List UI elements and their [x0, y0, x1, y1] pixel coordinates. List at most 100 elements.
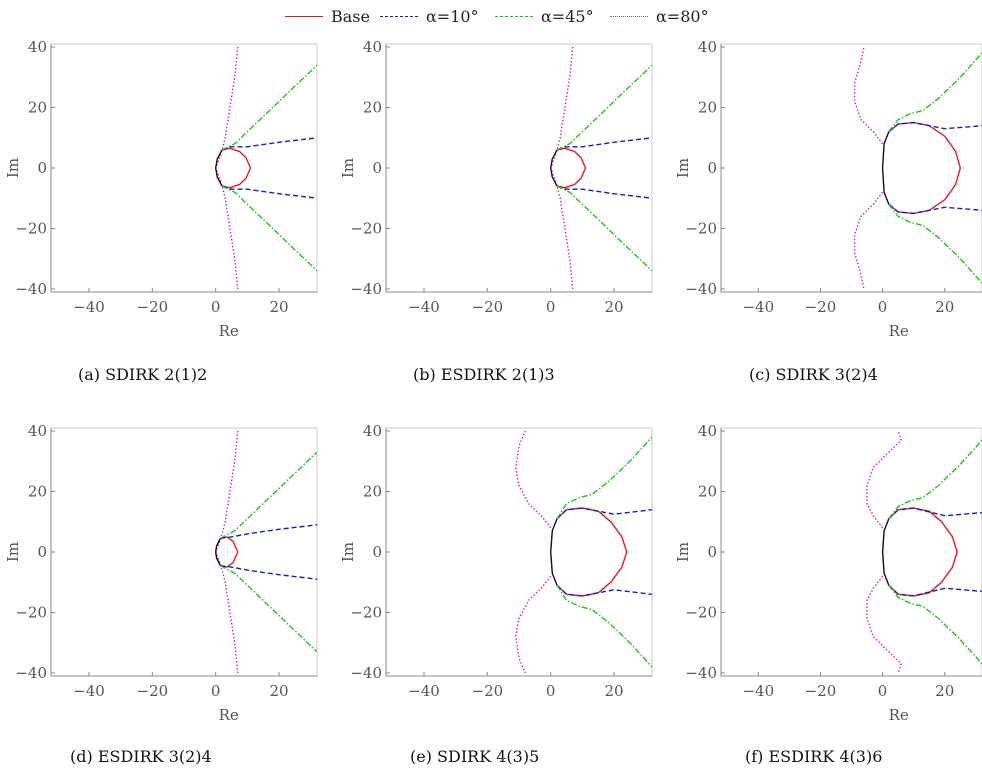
panel-4: −40 −20 0 20 −40 −20 0 20 40 Re Im	[339, 422, 909, 724]
series-line-45-3	[556, 64, 652, 151]
series-line-45-4	[556, 584, 652, 668]
legend-item-alpha80: α=80°	[610, 4, 709, 28]
plot-frame	[385, 43, 653, 293]
y-tick-label: 20	[363, 483, 382, 501]
y-tick-label: 40	[28, 422, 47, 440]
y-axis-label: Im	[339, 542, 357, 562]
caption-e: (e) SDIRK 4(3)5	[410, 747, 540, 766]
caption-f: (f) ESDIRK 4(3)6	[745, 747, 883, 766]
y-tick-label: 40	[698, 38, 717, 56]
y-axis-label: Im	[4, 542, 22, 562]
legend-label-alpha10: α=10°	[426, 6, 479, 26]
series-line-80-6	[215, 551, 239, 674]
series-line-45-3	[556, 436, 652, 520]
x-tick-label: −40	[73, 298, 105, 316]
x-tick-label: 0	[211, 682, 221, 700]
y-tick-label: 20	[698, 99, 717, 117]
legend-item-base: Base	[285, 4, 370, 28]
y-tick-label: −20	[350, 603, 382, 621]
caption-d: (d) ESDIRK 3(2)4	[70, 747, 212, 766]
series-line-45-4	[888, 584, 982, 665]
y-tick-label: 20	[363, 99, 382, 117]
y-axis-label: Im	[339, 158, 357, 178]
series-line-Black-7	[215, 149, 223, 187]
series-line-10-1	[556, 137, 652, 151]
y-tick-label: 20	[28, 483, 47, 501]
plot-frame	[720, 427, 982, 677]
legend-label-alpha80: α=80°	[656, 6, 709, 26]
y-axis-label: Im	[674, 158, 692, 178]
series-line-Base-0	[556, 147, 587, 189]
series-line-Black-7	[881, 518, 890, 586]
legend-label-base: Base	[331, 6, 370, 26]
legend-item-alpha45: α=45°	[495, 4, 594, 28]
plot-frame	[720, 43, 982, 293]
series-line-Black-7	[550, 518, 558, 586]
series-line-80-5	[866, 430, 902, 529]
series-line-10-1	[221, 137, 317, 151]
x-tick-label: −40	[73, 682, 105, 700]
y-tick-label: −40	[685, 664, 717, 682]
caption-b: (b) ESDIRK 2(1)3	[413, 365, 555, 384]
x-tick-label: 0	[211, 298, 221, 316]
series-line-80-5	[215, 46, 239, 169]
x-tick-label: 0	[546, 682, 556, 700]
legend-label-alpha45: α=45°	[541, 6, 594, 26]
x-tick-label: −40	[408, 298, 440, 316]
y-tick-label: 40	[363, 422, 382, 440]
y-tick-label: −20	[350, 219, 382, 237]
series-line-Base-0	[556, 507, 628, 597]
x-axis-label: Re	[219, 322, 239, 340]
y-tick-label: 0	[707, 159, 717, 177]
x-tick-label: 20	[604, 682, 623, 700]
x-axis-label: Re	[889, 706, 909, 724]
y-tick-label: 40	[363, 38, 382, 56]
plot-frame	[50, 427, 318, 677]
series-line-Black-7	[881, 131, 890, 205]
y-tick-label: 20	[28, 99, 47, 117]
series-line-80-6	[853, 191, 884, 290]
x-tick-label: −40	[408, 682, 440, 700]
y-tick-label: −20	[685, 219, 717, 237]
y-tick-label: 40	[28, 38, 47, 56]
x-tick-label: 0	[878, 298, 888, 316]
series-line-Black-7	[215, 538, 222, 566]
y-tick-label: 20	[698, 483, 717, 501]
series-line-10-2	[888, 203, 982, 215]
series-line-45-4	[220, 564, 317, 653]
series-line-Base-0	[220, 536, 239, 568]
x-tick-label: 20	[604, 298, 623, 316]
legend-swatch-alpha80	[610, 15, 648, 17]
series-line-45-3	[220, 451, 317, 540]
series-line-Base-0	[221, 147, 252, 189]
legend-swatch-alpha10	[380, 15, 418, 17]
series-line-45-3	[888, 439, 982, 520]
series-line-10-1	[556, 507, 652, 520]
series-line-45-4	[888, 203, 982, 284]
series-line-80-6	[515, 575, 552, 674]
series-line-80-5	[515, 430, 552, 529]
panel-3: −40 −20 0 20 −40 −20 0 20 40 Re Im	[4, 422, 318, 724]
x-axis-label: Re	[219, 706, 239, 724]
y-tick-label: −40	[15, 664, 47, 682]
y-tick-label: −40	[350, 664, 382, 682]
legend-swatch-base	[285, 15, 323, 17]
series-line-10-2	[221, 185, 317, 199]
series-line-10-2	[556, 185, 652, 199]
x-tick-label: −20	[805, 298, 837, 316]
y-tick-label: −40	[350, 280, 382, 298]
x-tick-label: 20	[935, 682, 954, 700]
x-tick-label: −40	[742, 682, 774, 700]
plot-frame	[385, 427, 653, 677]
x-tick-label: 0	[546, 298, 556, 316]
y-tick-label: 0	[37, 159, 47, 177]
series-line-80-6	[866, 575, 902, 674]
series-line-80-5	[550, 46, 574, 169]
panel-1: −40 −20 0 20 −40 −20 0 20 40 Re Im	[339, 38, 909, 340]
series-line-45-3	[888, 52, 982, 133]
series-line-45-3	[221, 64, 317, 151]
series-line-10-1	[220, 524, 317, 540]
x-tick-label: 20	[269, 682, 288, 700]
